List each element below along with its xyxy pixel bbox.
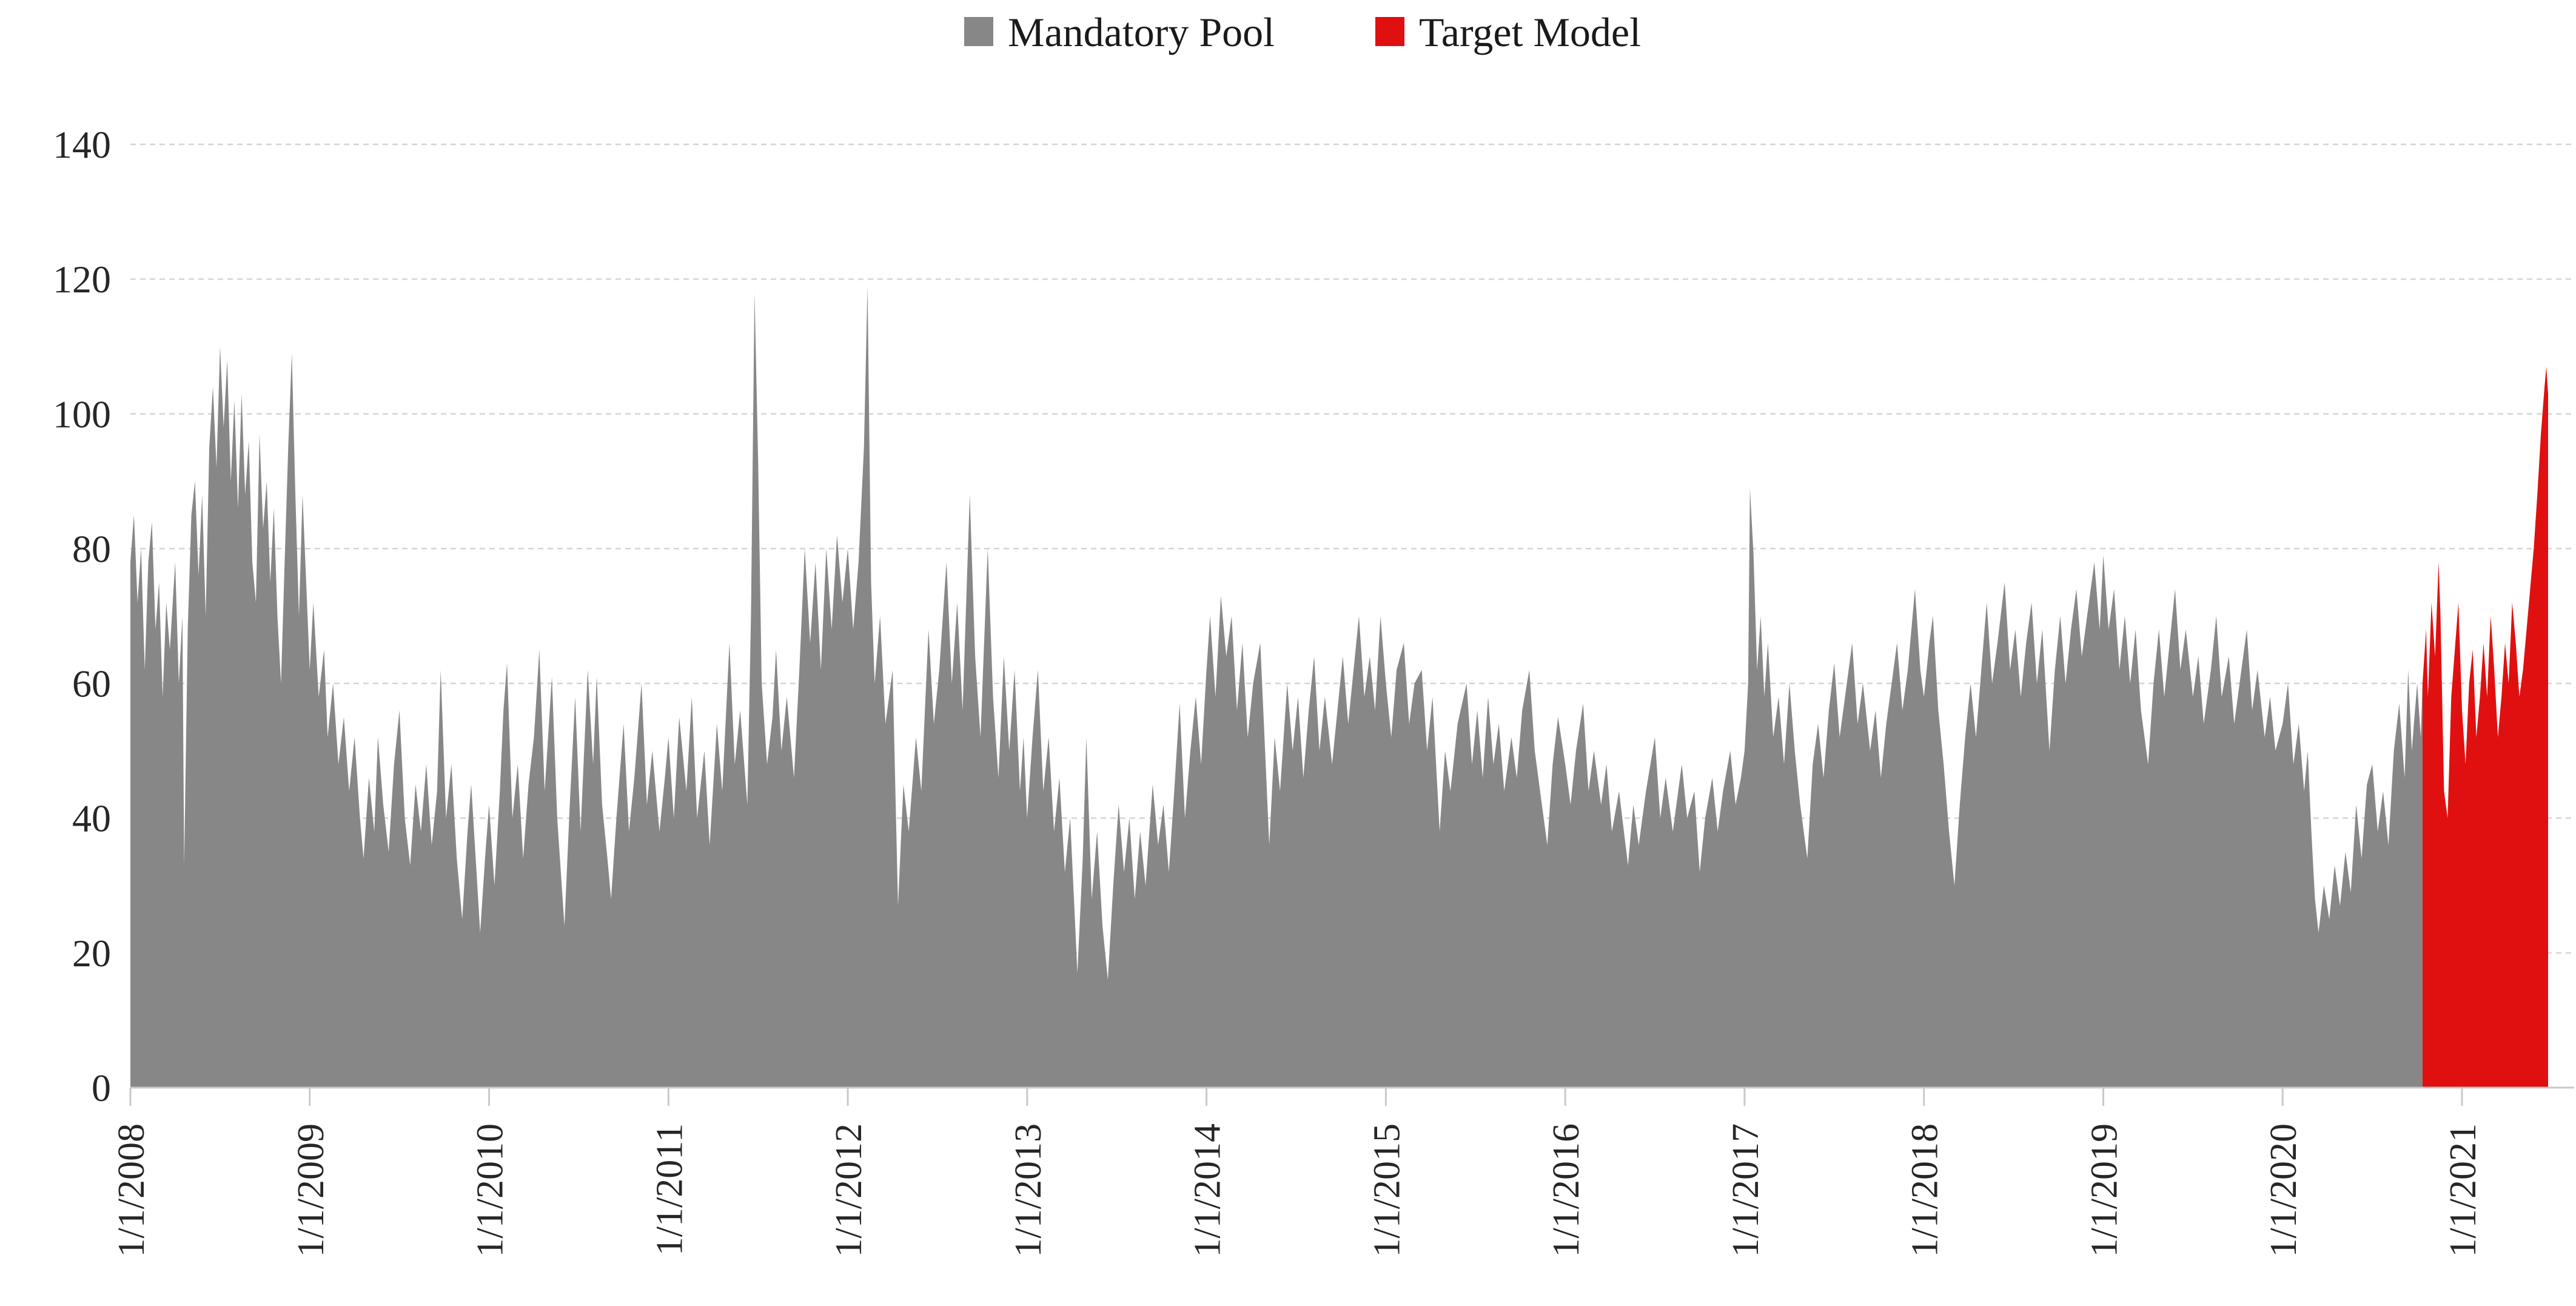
x-axis-labels: 1/1/2008 1/1/2009 1/1/2010 1/1/2011 1/1/2012… [111, 1123, 2484, 1257]
y-axis-labels: 0 20 40 60 80 100 120 140 [53, 123, 111, 1109]
mandatory-pool-swatch [964, 17, 993, 46]
x-tick-label: 1/1/2016 [1546, 1123, 1587, 1257]
x-tick-label: 1/1/2015 [1366, 1123, 1407, 1257]
x-tick-label: 1/1/2017 [1725, 1123, 1766, 1257]
x-tick-label: 1/1/2014 [1187, 1123, 1229, 1257]
x-tick-label: 1/1/2013 [1008, 1123, 1049, 1257]
target-model-legend-label: Target Model [1419, 9, 1641, 55]
y-tick-label: 20 [72, 932, 111, 975]
x-tick-label: 1/1/2021 [2443, 1123, 2484, 1257]
mandatory-pool-area [130, 286, 2423, 1088]
y-tick-label: 140 [53, 123, 111, 166]
y-tick-label: 40 [72, 797, 111, 840]
mandatory-pool-legend-label: Mandatory Pool [1008, 9, 1275, 55]
y-tick-label: 0 [92, 1066, 111, 1109]
x-tick-label: 1/1/2008 [111, 1123, 152, 1257]
target-model-swatch [1375, 17, 1404, 46]
target-model-area [2422, 366, 2548, 1088]
y-tick-label: 120 [53, 258, 111, 301]
x-tick-label: 1/1/2020 [2263, 1123, 2304, 1257]
plot-areas [130, 286, 2548, 1088]
x-tick-label: 1/1/2018 [1905, 1123, 1946, 1257]
x-tick-label: 1/1/2019 [2084, 1123, 2125, 1257]
x-tick-label: 1/1/2010 [470, 1123, 511, 1257]
x-tick-label: 1/1/2012 [828, 1123, 870, 1257]
y-tick-label: 60 [72, 662, 111, 705]
x-tick-label: 1/1/2011 [649, 1123, 690, 1256]
y-tick-label: 80 [72, 527, 111, 570]
chart-legend: Mandatory Pool Target Model [964, 9, 1641, 55]
x-axis [129, 1086, 2574, 1106]
x-tick-label: 1/1/2009 [290, 1123, 332, 1257]
y-tick-label: 100 [53, 392, 111, 436]
